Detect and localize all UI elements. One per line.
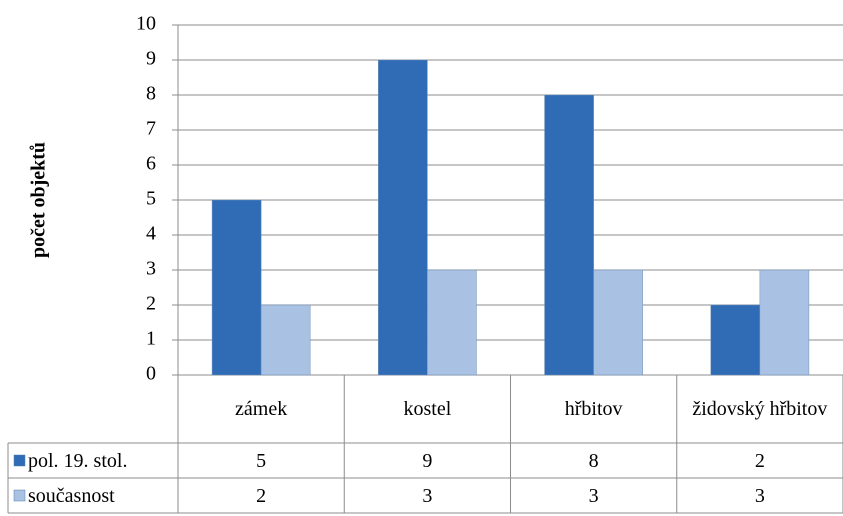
y-tick-label: 0 xyxy=(146,363,156,385)
y-tick-label: 5 xyxy=(146,188,156,210)
table-value: 8 xyxy=(588,449,599,472)
table-value: 3 xyxy=(588,484,599,507)
legend-key xyxy=(13,489,26,502)
table-value: 9 xyxy=(422,449,433,472)
bar xyxy=(260,304,311,376)
y-tick-label: 7 xyxy=(146,118,156,140)
y-tick-label: 9 xyxy=(146,48,156,70)
y-tick-label: 2 xyxy=(146,293,156,315)
table-value: 2 xyxy=(256,484,267,507)
y-tick-label: 8 xyxy=(146,83,156,105)
x-tick-label: zámek xyxy=(235,398,288,420)
bar xyxy=(544,94,594,376)
legend-label: pol. 19. stol. xyxy=(28,449,128,472)
legend-key xyxy=(13,454,26,467)
y-tick-label: 3 xyxy=(146,258,156,280)
bar xyxy=(378,59,428,376)
legend-label: současnost xyxy=(28,484,115,507)
y-tick-label: 6 xyxy=(146,153,156,175)
x-tick-label: kostel xyxy=(403,398,452,420)
table-value: 5 xyxy=(256,449,267,472)
bar xyxy=(427,269,477,376)
bar xyxy=(593,269,643,376)
bar xyxy=(211,199,262,376)
y-tick-label: 10 xyxy=(136,13,156,35)
y-axis-label: počet objektů xyxy=(28,142,50,258)
y-tick-label: 1 xyxy=(146,328,156,350)
table-value: 3 xyxy=(754,484,765,507)
bar xyxy=(710,304,761,376)
x-tick-label: hřbitov xyxy=(564,398,623,420)
bar xyxy=(759,269,810,376)
table-value: 2 xyxy=(754,449,765,472)
y-tick-label: 4 xyxy=(146,223,156,245)
x-tick-label: židovský hřbitov xyxy=(692,398,828,420)
table-value: 3 xyxy=(422,484,433,507)
